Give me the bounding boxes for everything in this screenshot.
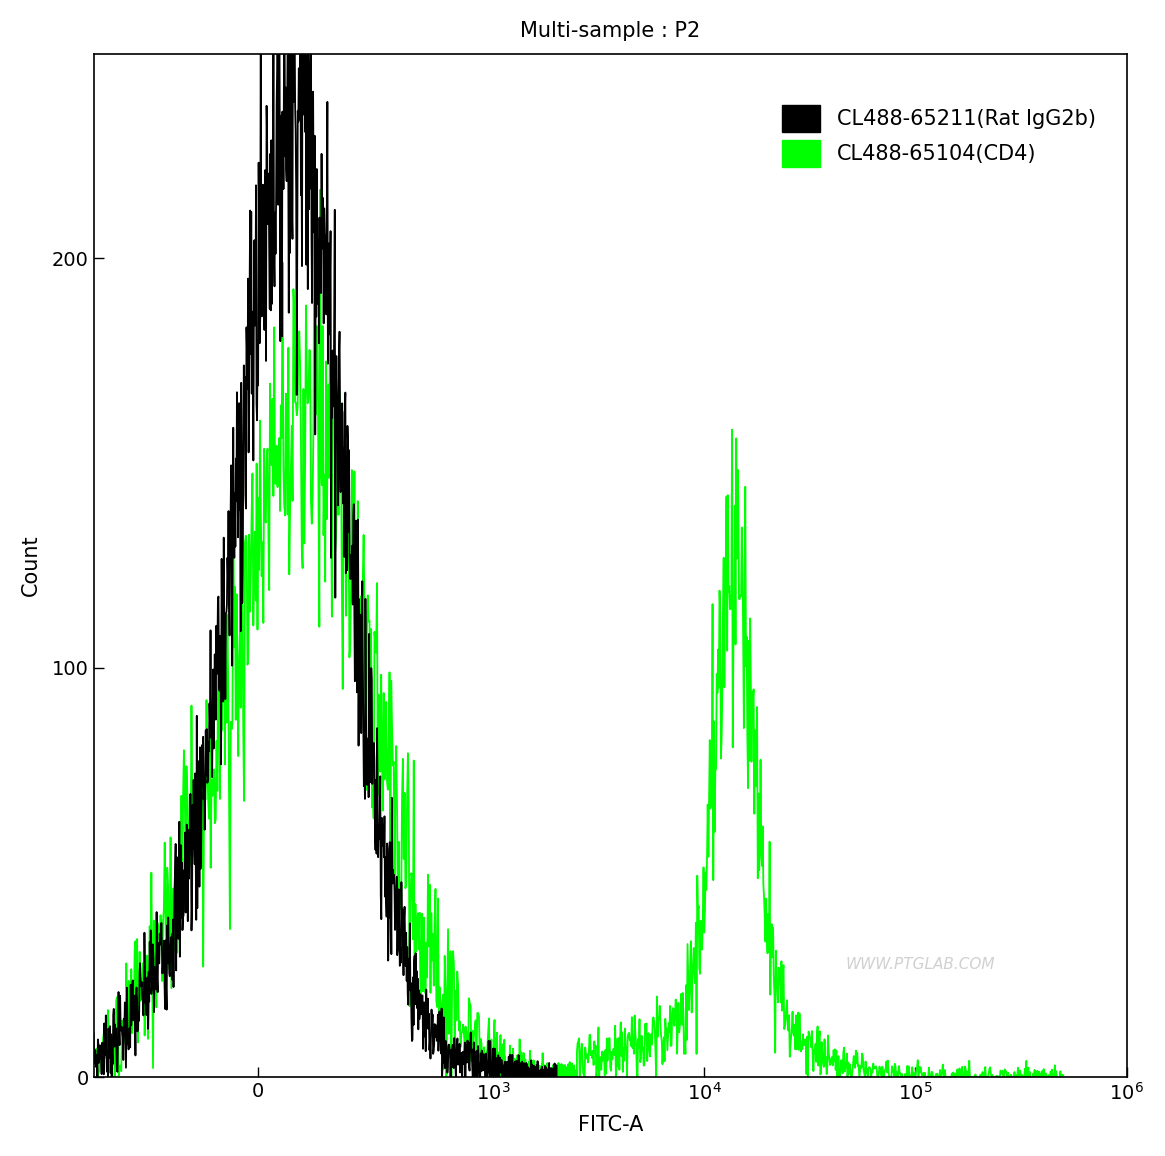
X-axis label: FITC-A: FITC-A	[578, 1116, 643, 1135]
Y-axis label: Count: Count	[21, 534, 41, 596]
Title: Multi-sample : P2: Multi-sample : P2	[520, 21, 700, 40]
Text: WWW.PTGLAB.COM: WWW.PTGLAB.COM	[846, 957, 995, 972]
Legend: CL488-65211(Rat IgG2b), CL488-65104(CD4): CL488-65211(Rat IgG2b), CL488-65104(CD4)	[772, 95, 1106, 177]
